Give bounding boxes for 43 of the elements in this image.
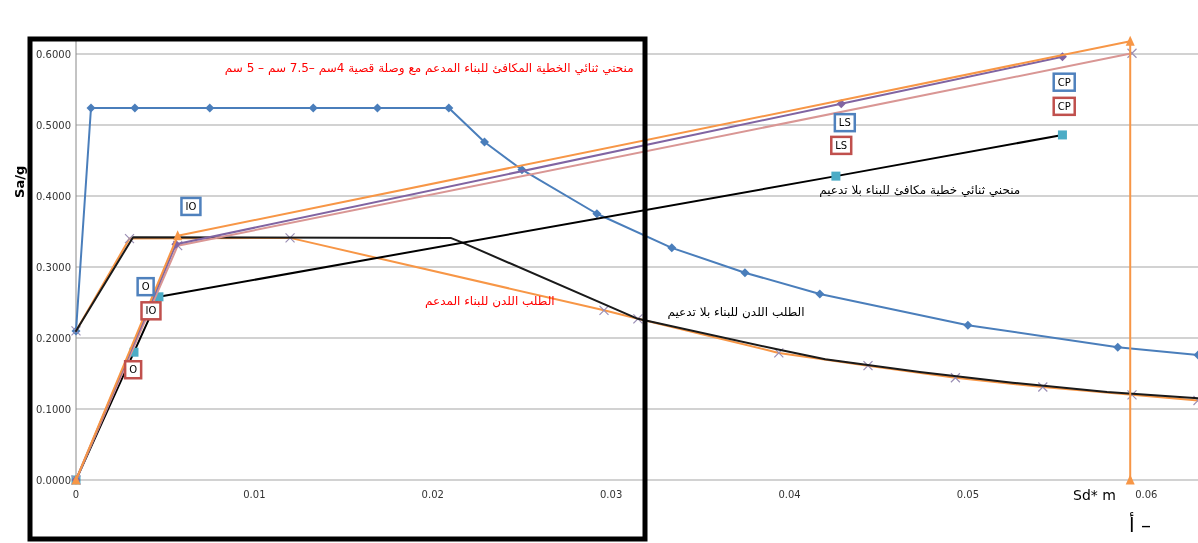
point (963, 320, 973, 330)
y-tick-label: 0.0000 (36, 475, 71, 486)
annotation: منحني ثنائي الخطية المكافئ للبناء المدعم مع وصلة قصية 4سم –7.5 سم – 5 سم (224, 61, 634, 77)
annotation: O (129, 364, 138, 376)
x-tick-label: 0.06 (1135, 489, 1158, 500)
annotation: O (141, 281, 150, 293)
annotation: LS (835, 139, 848, 151)
annotation: CP (1057, 100, 1071, 112)
y-tick-label: 0.4000 (36, 191, 71, 202)
point (444, 103, 454, 113)
point (1113, 342, 1123, 352)
x-tick-label: 0.02 (421, 489, 444, 500)
annotation: IO (145, 305, 157, 317)
annotation: LS (838, 117, 851, 129)
annotation: IO (185, 200, 197, 212)
annotation: CP (1057, 76, 1071, 88)
y-axis-title: Sa/g (12, 165, 27, 198)
series-label: منحني ثنائي خطية مكافئ للبناء بلا تدعيم (819, 183, 1021, 198)
point (479, 137, 489, 147)
text: أ – (1129, 512, 1151, 537)
point (205, 103, 215, 113)
y-tick-label: 0.2000 (36, 333, 71, 344)
x-tick-label: 0.01 (243, 489, 266, 500)
point (815, 289, 825, 299)
x-axis-title: Sd* m (1073, 487, 1116, 503)
point (1125, 474, 1135, 485)
point (740, 268, 750, 278)
point (1125, 35, 1135, 46)
y-tick-label: 0.5000 (36, 120, 71, 131)
series-label: الطلب اللدن للبناء المدعم (425, 294, 555, 309)
point (130, 103, 140, 113)
point (173, 230, 183, 241)
x-tick-label: 0.04 (778, 489, 801, 500)
x-tick-label: 0 (72, 489, 80, 500)
x-tick-label: 0.05 (956, 489, 980, 500)
point (592, 209, 602, 219)
point (667, 243, 677, 253)
y-tick-label: 0.6000 (36, 49, 71, 60)
y-tick-label: 0.3000 (36, 262, 71, 273)
series-label: الطلب اللدن للبناء بلا تدعيم (667, 304, 805, 319)
point (86, 103, 96, 113)
x-tick-label: 0.03 (600, 489, 623, 500)
y-tick-label: 0.1000 (36, 404, 71, 415)
